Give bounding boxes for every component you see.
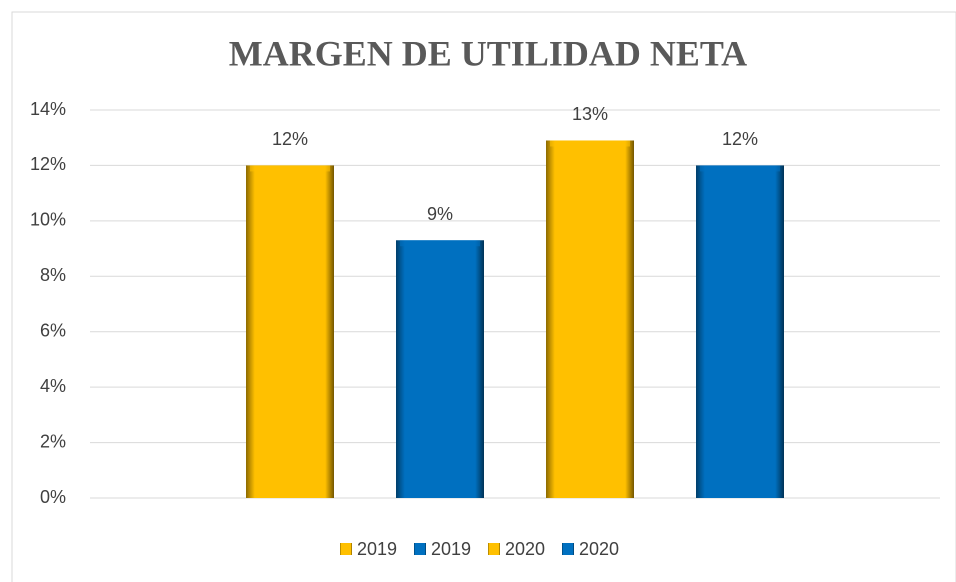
legend-label: 2020	[579, 539, 619, 559]
legend-swatch	[340, 543, 352, 555]
chart-title: MARGEN DE UTILIDAD NETA	[229, 33, 747, 73]
bar-bevel	[250, 165, 330, 172]
data-label: 12%	[722, 129, 758, 149]
legend-swatch	[488, 543, 500, 555]
legend-label: 2019	[357, 539, 397, 559]
bar	[546, 140, 634, 498]
data-label: 9%	[427, 204, 453, 224]
y-tick-label: 8%	[40, 265, 66, 285]
bar	[246, 165, 334, 498]
y-tick-label: 0%	[40, 487, 66, 507]
y-tick-label: 6%	[40, 320, 66, 340]
y-tick-label: 12%	[30, 154, 66, 174]
legend-swatch	[414, 543, 426, 555]
legend-label: 2019	[431, 539, 471, 559]
bar	[396, 240, 484, 498]
bar-bevel	[550, 140, 630, 147]
bar-bevel	[400, 240, 480, 247]
y-tick-label: 2%	[40, 431, 66, 451]
data-label: 13%	[572, 104, 608, 124]
y-tick-label: 10%	[30, 210, 66, 230]
legend-label: 2020	[505, 539, 545, 559]
bar	[696, 165, 784, 498]
legend-swatch	[562, 543, 574, 555]
y-tick-label: 4%	[40, 376, 66, 396]
bar-bevel	[700, 165, 780, 172]
data-label: 12%	[272, 129, 308, 149]
y-tick-label: 14%	[30, 99, 66, 119]
